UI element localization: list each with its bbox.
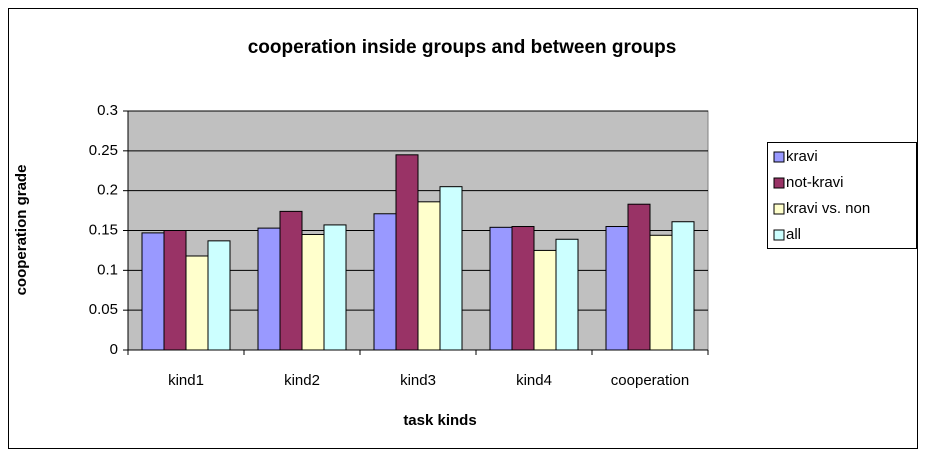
legend-swatch xyxy=(773,177,785,189)
x-tick-label: kind3 xyxy=(400,372,436,389)
bar xyxy=(395,154,419,351)
bar xyxy=(373,213,397,351)
legend-swatch xyxy=(773,229,785,241)
legend-box xyxy=(767,142,917,249)
x-tick-label: kind1 xyxy=(168,372,204,389)
legend-label: kravi vs. non xyxy=(786,200,870,217)
y-axis-title: cooperation grade xyxy=(13,165,30,296)
legend-swatch xyxy=(773,151,785,163)
bar xyxy=(649,234,673,351)
y-tick-label: 0.15 xyxy=(89,221,118,238)
y-tick-label: 0.25 xyxy=(89,142,118,159)
bar xyxy=(511,226,535,351)
bar xyxy=(301,233,325,351)
bar xyxy=(141,232,165,351)
bar xyxy=(185,255,209,351)
y-tick-label: 0.3 xyxy=(97,102,118,119)
x-tick-label: kind2 xyxy=(284,372,320,389)
bar xyxy=(279,210,303,351)
bar xyxy=(207,240,231,351)
legend-label: all xyxy=(786,226,801,243)
legend-label: kravi xyxy=(786,148,818,165)
bar xyxy=(257,227,281,351)
bar xyxy=(439,186,463,351)
bar xyxy=(323,224,347,351)
bar xyxy=(605,226,629,351)
bar xyxy=(533,249,557,351)
x-tick-label: kind4 xyxy=(516,372,552,389)
x-axis-title: task kinds xyxy=(403,412,476,429)
legend-label: not-kravi xyxy=(786,174,844,191)
y-tick-label: 0.1 xyxy=(97,261,118,278)
y-tick-label: 0.05 xyxy=(89,301,118,318)
bar xyxy=(627,203,651,351)
y-tick-label: 0.2 xyxy=(97,182,118,199)
chart-title: cooperation inside groups and between gr… xyxy=(248,37,677,58)
bar xyxy=(163,230,187,351)
bar xyxy=(671,221,695,351)
legend-swatch xyxy=(773,203,785,215)
bar xyxy=(417,201,441,351)
bar xyxy=(489,226,513,351)
x-tick-label: cooperation xyxy=(611,372,689,389)
y-tick-label: 0 xyxy=(110,341,118,358)
bar xyxy=(555,238,579,351)
